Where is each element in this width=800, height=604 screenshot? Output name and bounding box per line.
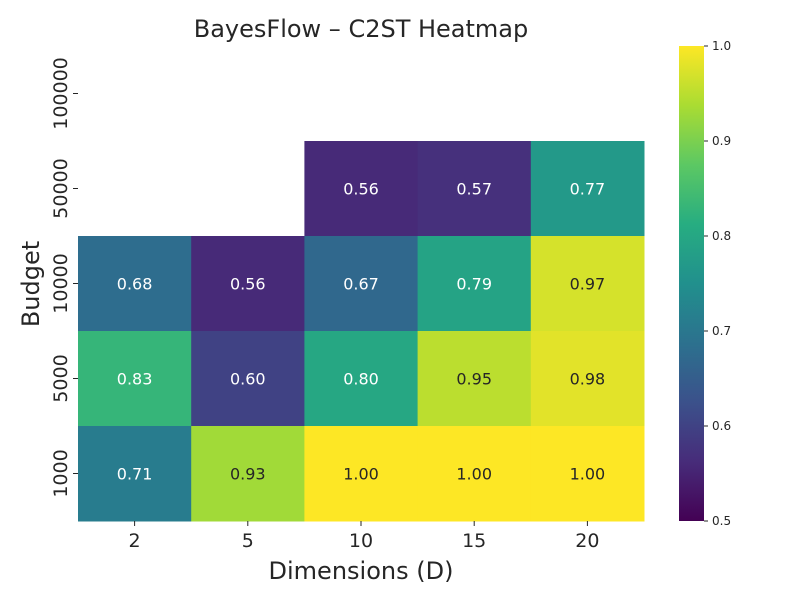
cell-value-label: 0.67	[343, 275, 379, 294]
cell-value-label: 0.56	[230, 275, 266, 294]
cell-value-label: 0.83	[117, 370, 153, 389]
y-tick-label: 1000	[50, 449, 72, 497]
heatmap-cell-1000-2	[78, 426, 192, 522]
heatmap-cell-10000-2	[78, 236, 192, 332]
heatmap-cell-50000-10	[304, 141, 419, 237]
cell-value-label: 0.79	[456, 275, 492, 294]
cell-value-label: 0.77	[570, 180, 606, 199]
cell-value-label: 0.95	[456, 370, 492, 389]
heatmap-cell-5000-10	[304, 331, 419, 427]
colorbar-tick-label: 0.5	[712, 514, 731, 528]
x-tick-label: 2	[129, 530, 141, 552]
cell-value-label: 0.97	[570, 275, 606, 294]
cell-value-label: 0.56	[343, 180, 379, 199]
colorbar-tick-label: 0.7	[712, 324, 731, 338]
heatmap-cell-1000-10	[304, 426, 419, 522]
x-axis-label: Dimensions (D)	[269, 557, 454, 585]
cell-value-label: 0.80	[343, 370, 379, 389]
heatmap-cell-1000-15	[417, 426, 532, 522]
heatmap-cell-1000-5	[191, 426, 305, 522]
cell-value-label: 1.00	[570, 465, 606, 484]
cell-value-label: 0.98	[570, 370, 606, 389]
cell-value-label: 0.93	[230, 465, 266, 484]
x-tick-label: 10	[349, 530, 373, 552]
heatmap-cell-5000-2	[78, 331, 192, 427]
x-tick-label: 15	[462, 530, 486, 552]
heatmap-cell-5000-20	[530, 331, 645, 427]
y-tick-label: 100000	[50, 57, 72, 130]
colorbar-gradient	[679, 46, 704, 521]
heatmap-cell-10000-10	[304, 236, 419, 332]
chart-title: BayesFlow – C2ST Heatmap	[194, 15, 529, 43]
cell-value-label: 0.71	[117, 465, 153, 484]
heatmap-cell-5000-15	[417, 331, 532, 427]
cell-value-label: 0.57	[456, 180, 492, 199]
heatmap-cell-10000-20	[530, 236, 645, 332]
heatmap-cell-5000-5	[191, 331, 305, 427]
x-tick-label: 5	[242, 530, 254, 552]
heatmap-cell-50000-20	[530, 141, 645, 237]
heatmap-cells: 0.56 0.57 0.77 0.68 0.56 0.67 0.79 0.97 0.83 0.60…	[78, 141, 645, 522]
colorbar-tick-label: 0.8	[712, 229, 731, 243]
colorbar-tick-label: 0.9	[712, 134, 731, 148]
x-axis: 2 5 10 15 20	[129, 521, 599, 552]
cell-value-label: 1.00	[343, 465, 379, 484]
heatmap-cell-1000-20	[530, 426, 645, 522]
y-tick-label: 50000	[50, 158, 72, 218]
heatmap-cell-10000-5	[191, 236, 305, 332]
colorbar: 0.5 0.6 0.7 0.8 0.9 1.0	[679, 39, 731, 528]
colorbar-tick-label: 1.0	[712, 39, 731, 53]
y-tick-label: 5000	[50, 354, 72, 402]
cell-value-label: 1.00	[456, 465, 492, 484]
colorbar-tick-label: 0.6	[712, 419, 731, 433]
cell-value-label: 0.60	[230, 370, 266, 389]
cell-value-label: 0.68	[117, 275, 153, 294]
heatmap-cell-10000-15	[417, 236, 532, 332]
y-axis: 100000 50000 10000 5000 1000	[50, 57, 78, 498]
y-tick-label: 10000	[50, 253, 72, 313]
x-tick-label: 20	[575, 530, 599, 552]
y-axis-label: Budget	[17, 241, 45, 327]
heatmap-cell-50000-15	[417, 141, 532, 237]
